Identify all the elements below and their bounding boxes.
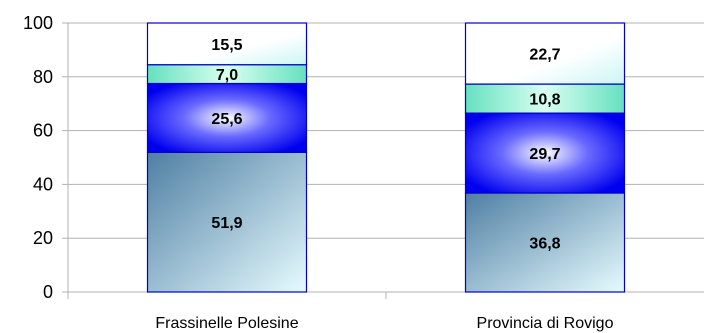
data-label-0-series-3: 15,5 <box>211 37 242 54</box>
bar-0-series-3 <box>146 22 308 66</box>
data-label-1-series-1: 29,7 <box>529 146 560 163</box>
data-label-1-series-2: 10,8 <box>529 92 560 109</box>
y-tick-label-40: 40 <box>33 174 53 194</box>
y-tick-label-100: 100 <box>23 13 53 33</box>
y-tick-label-60: 60 <box>33 121 53 141</box>
labels: 51,9 25,6 7,0 15,5 36,8 29,7 10,8 22,7 <box>211 37 560 253</box>
bar-1-series-2 <box>464 83 626 114</box>
axes: 0 20 40 60 80 100 Frassinelle Polesine Provinci… <box>23 13 704 332</box>
data-label-0-series-0: 51,9 <box>211 215 242 232</box>
y-tick-label-0: 0 <box>43 282 53 302</box>
x-category-label-0: Frassinelle Polesine <box>155 315 298 332</box>
data-label-1-series-3: 22,7 <box>529 47 560 64</box>
bar-0-series-0 <box>146 151 308 293</box>
data-label-1-series-0: 36,8 <box>529 236 560 253</box>
data-label-0-series-1: 25,6 <box>211 111 242 128</box>
bar-1-series-1 <box>464 112 626 194</box>
y-tick-label-20: 20 <box>33 228 53 248</box>
bar-0-series-1 <box>146 82 308 153</box>
bars <box>146 22 626 293</box>
x-category-label-1: Provincia di Rovigo <box>477 315 614 332</box>
bar-1-series-0 <box>464 192 626 293</box>
data-label-0-series-2: 7,0 <box>216 67 238 84</box>
y-tick-label-80: 80 <box>33 67 53 87</box>
bar-1-series-3 <box>464 22 626 85</box>
